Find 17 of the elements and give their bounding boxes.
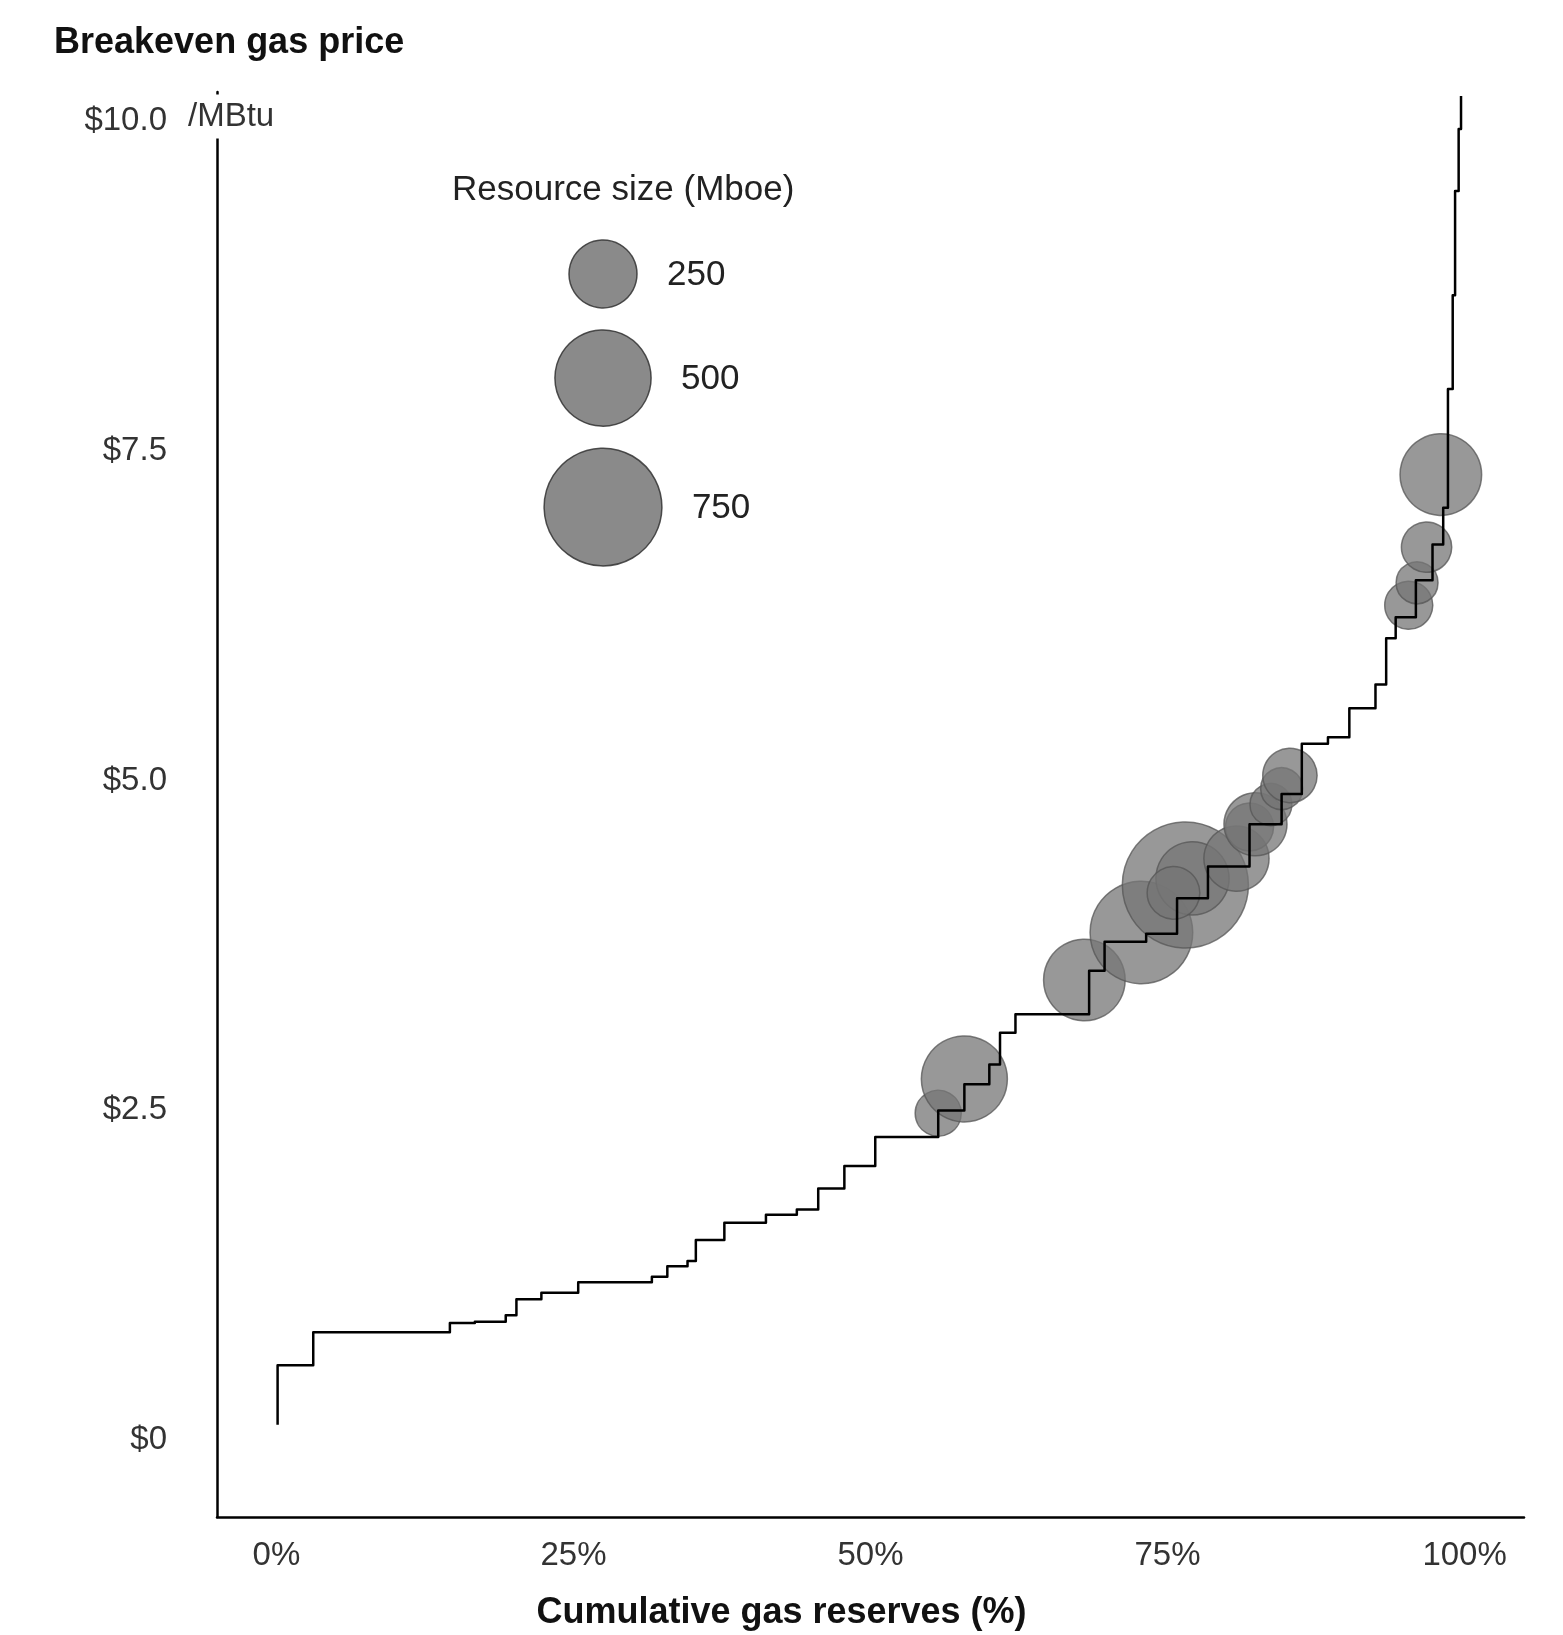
x-axis-title: Cumulative gas reserves (%): [536, 1589, 1027, 1631]
x-tick-label: 25%: [540, 1535, 607, 1572]
y-tick-label: $10.0: [84, 99, 167, 137]
x-tick-label: 100%: [1422, 1535, 1507, 1572]
legend-label: 250: [666, 252, 726, 292]
y-tick-label: $2.5: [102, 1089, 167, 1127]
legend-label: 500: [681, 357, 740, 397]
legend-title: Resource size (Mboe): [452, 168, 795, 207]
x-tick-label: 75%: [1134, 1535, 1201, 1572]
y-axis-title: Breakeven gas price: [54, 19, 405, 61]
annotation: /MBtu: [188, 96, 275, 134]
y-tick-label: $0: [130, 1419, 167, 1457]
legend-label: 750: [691, 486, 751, 526]
x-tick-label: 0%: [252, 1535, 301, 1572]
x-tick-label: 50%: [837, 1535, 904, 1572]
y-tick-label: $7.5: [102, 429, 167, 467]
y-tick-label: $5.0: [102, 759, 167, 797]
